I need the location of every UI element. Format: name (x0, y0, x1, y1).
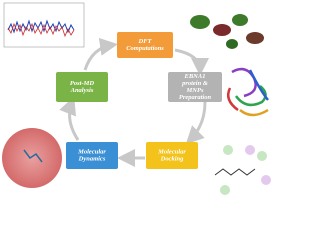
process-box (56, 72, 108, 102)
box-label: Molecular (157, 148, 186, 155)
box-label: MNPs (186, 87, 204, 94)
orbital-image (190, 14, 264, 49)
cycle-arrows (59, 37, 209, 167)
box-label: Computations (126, 45, 164, 52)
box-label: protein & (181, 80, 208, 87)
docking-image (214, 145, 271, 195)
box-label: DFT (138, 38, 153, 45)
process-box (117, 32, 173, 58)
box-label: Preparation (179, 94, 212, 101)
process-box (168, 72, 222, 102)
box-label: EBNA1 (184, 73, 206, 80)
process-box (66, 142, 118, 169)
box-label: Molecular (77, 148, 106, 155)
box-label: Analysis (70, 87, 94, 94)
box-label: Docking (160, 155, 185, 162)
box-label: Post-MD (70, 80, 95, 87)
process-box (146, 142, 198, 169)
protein-image (227, 67, 269, 117)
md-plot-image (3, 2, 85, 48)
water-box-image (2, 128, 62, 188)
box-label: Dynamics (78, 155, 106, 162)
